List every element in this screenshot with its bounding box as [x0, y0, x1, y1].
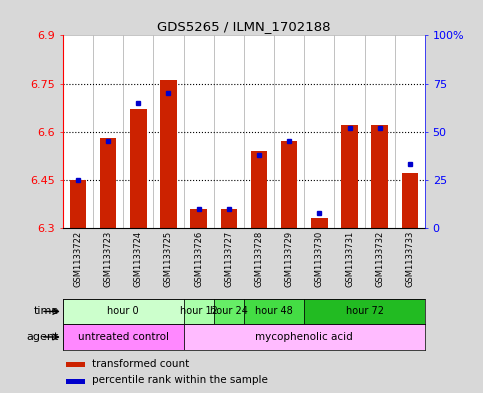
Text: mycophenolic acid: mycophenolic acid [256, 332, 353, 342]
Bar [184, 299, 213, 324]
Bar [244, 299, 304, 324]
Bar [184, 35, 213, 228]
Title: GDS5265 / ILMN_1702188: GDS5265 / ILMN_1702188 [157, 20, 331, 33]
Text: hour 48: hour 48 [255, 307, 293, 316]
Text: agent: agent [27, 332, 59, 342]
Bar [130, 109, 146, 228]
Bar [334, 35, 365, 228]
Text: untreated control: untreated control [78, 332, 169, 342]
Text: hour 0: hour 0 [107, 307, 139, 316]
Bar [63, 324, 184, 350]
Bar [123, 35, 154, 228]
Bar [244, 35, 274, 228]
Bar [184, 324, 425, 350]
Bar [304, 299, 425, 324]
Bar [93, 35, 123, 228]
Bar [100, 138, 116, 228]
Text: hour 24: hour 24 [210, 307, 248, 316]
Bar [371, 125, 388, 228]
Bar [251, 151, 267, 228]
Bar [221, 209, 237, 228]
Bar [213, 35, 244, 228]
Bar [190, 209, 207, 228]
Bar [63, 35, 93, 228]
Text: percentile rank within the sample: percentile rank within the sample [92, 375, 268, 386]
Bar [154, 35, 184, 228]
Bar [311, 218, 327, 228]
Bar [274, 35, 304, 228]
Bar [304, 35, 334, 228]
Text: hour 72: hour 72 [346, 307, 384, 316]
Bar [395, 35, 425, 228]
Text: transformed count: transformed count [92, 358, 189, 369]
Text: time: time [34, 307, 59, 316]
Bar [341, 125, 358, 228]
Bar [70, 180, 86, 228]
Bar [160, 80, 177, 228]
Bar [402, 173, 418, 228]
Bar [365, 35, 395, 228]
Bar [213, 299, 244, 324]
Bar [67, 379, 85, 384]
Bar [67, 362, 85, 367]
Text: hour 12: hour 12 [180, 307, 217, 316]
Bar [63, 299, 184, 324]
Bar [281, 141, 298, 228]
